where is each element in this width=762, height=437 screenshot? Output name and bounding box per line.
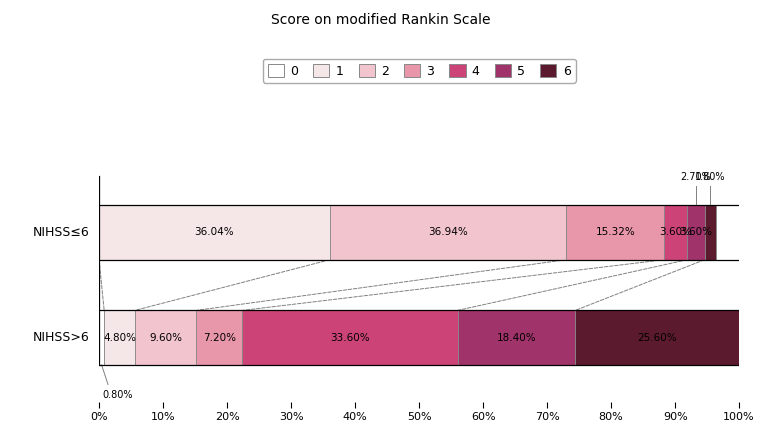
Bar bbox=[705, 205, 716, 260]
Text: 4.80%: 4.80% bbox=[103, 333, 136, 343]
Text: 18.40%: 18.40% bbox=[497, 333, 536, 343]
Legend: 0, 1, 2, 3, 4, 5, 6: 0, 1, 2, 3, 4, 5, 6 bbox=[263, 59, 575, 83]
Text: Score on modified Rankin Scale: Score on modified Rankin Scale bbox=[271, 13, 491, 27]
Bar bbox=[330, 205, 566, 260]
Bar bbox=[104, 310, 135, 365]
Text: 33.60%: 33.60% bbox=[330, 333, 370, 343]
Text: 25.60%: 25.60% bbox=[637, 333, 677, 343]
Bar bbox=[99, 205, 330, 260]
Text: 7.20%: 7.20% bbox=[203, 333, 236, 343]
Text: 3.60%: 3.60% bbox=[680, 227, 712, 237]
Bar bbox=[457, 310, 575, 365]
Bar bbox=[575, 310, 739, 365]
Bar bbox=[197, 310, 242, 365]
Text: 15.32%: 15.32% bbox=[595, 227, 635, 237]
Text: 36.04%: 36.04% bbox=[194, 227, 234, 237]
Bar bbox=[99, 310, 104, 365]
Bar bbox=[242, 310, 457, 365]
Text: 9.60%: 9.60% bbox=[149, 333, 182, 343]
Text: 36.94%: 36.94% bbox=[428, 227, 468, 237]
Text: NIHSS≤6: NIHSS≤6 bbox=[33, 226, 89, 239]
Text: NIHSS>6: NIHSS>6 bbox=[33, 331, 89, 344]
Text: 0.80%: 0.80% bbox=[102, 390, 133, 400]
Bar bbox=[664, 205, 687, 260]
Text: 1.80%: 1.80% bbox=[695, 172, 725, 182]
Bar bbox=[135, 310, 197, 365]
Text: 3.60%: 3.60% bbox=[659, 227, 692, 237]
Text: 2.70%: 2.70% bbox=[680, 172, 711, 182]
Bar bbox=[566, 205, 664, 260]
Bar bbox=[687, 205, 705, 260]
